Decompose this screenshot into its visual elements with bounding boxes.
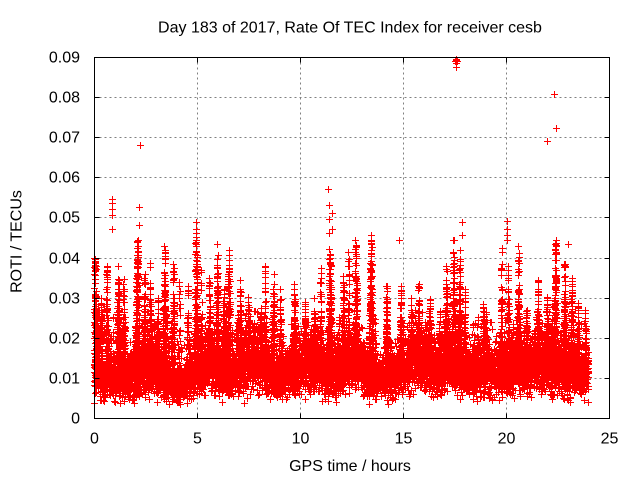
svg-text:0.05: 0.05	[49, 210, 80, 227]
svg-text:5: 5	[193, 430, 202, 447]
svg-text:0.09: 0.09	[49, 50, 80, 67]
svg-text:Day 183 of 2017, Rate Of TEC I: Day 183 of 2017, Rate Of TEC Index for r…	[158, 20, 542, 37]
svg-text:0.01: 0.01	[49, 371, 80, 388]
svg-text:GPS time / hours: GPS time / hours	[289, 458, 411, 475]
svg-text:0.03: 0.03	[49, 291, 80, 308]
svg-text:0: 0	[90, 430, 99, 447]
svg-text:20: 20	[498, 430, 516, 447]
svg-text:0.06: 0.06	[49, 170, 80, 187]
svg-text:0: 0	[71, 411, 80, 428]
svg-text:15: 15	[395, 430, 413, 447]
svg-text:0.07: 0.07	[49, 130, 80, 147]
svg-text:ROTI / TECUs: ROTI / TECUs	[9, 190, 26, 293]
svg-text:10: 10	[292, 430, 310, 447]
svg-text:0.08: 0.08	[49, 90, 80, 107]
svg-text:0.02: 0.02	[49, 331, 80, 348]
svg-text:0.04: 0.04	[49, 251, 80, 268]
svg-text:25: 25	[601, 430, 619, 447]
